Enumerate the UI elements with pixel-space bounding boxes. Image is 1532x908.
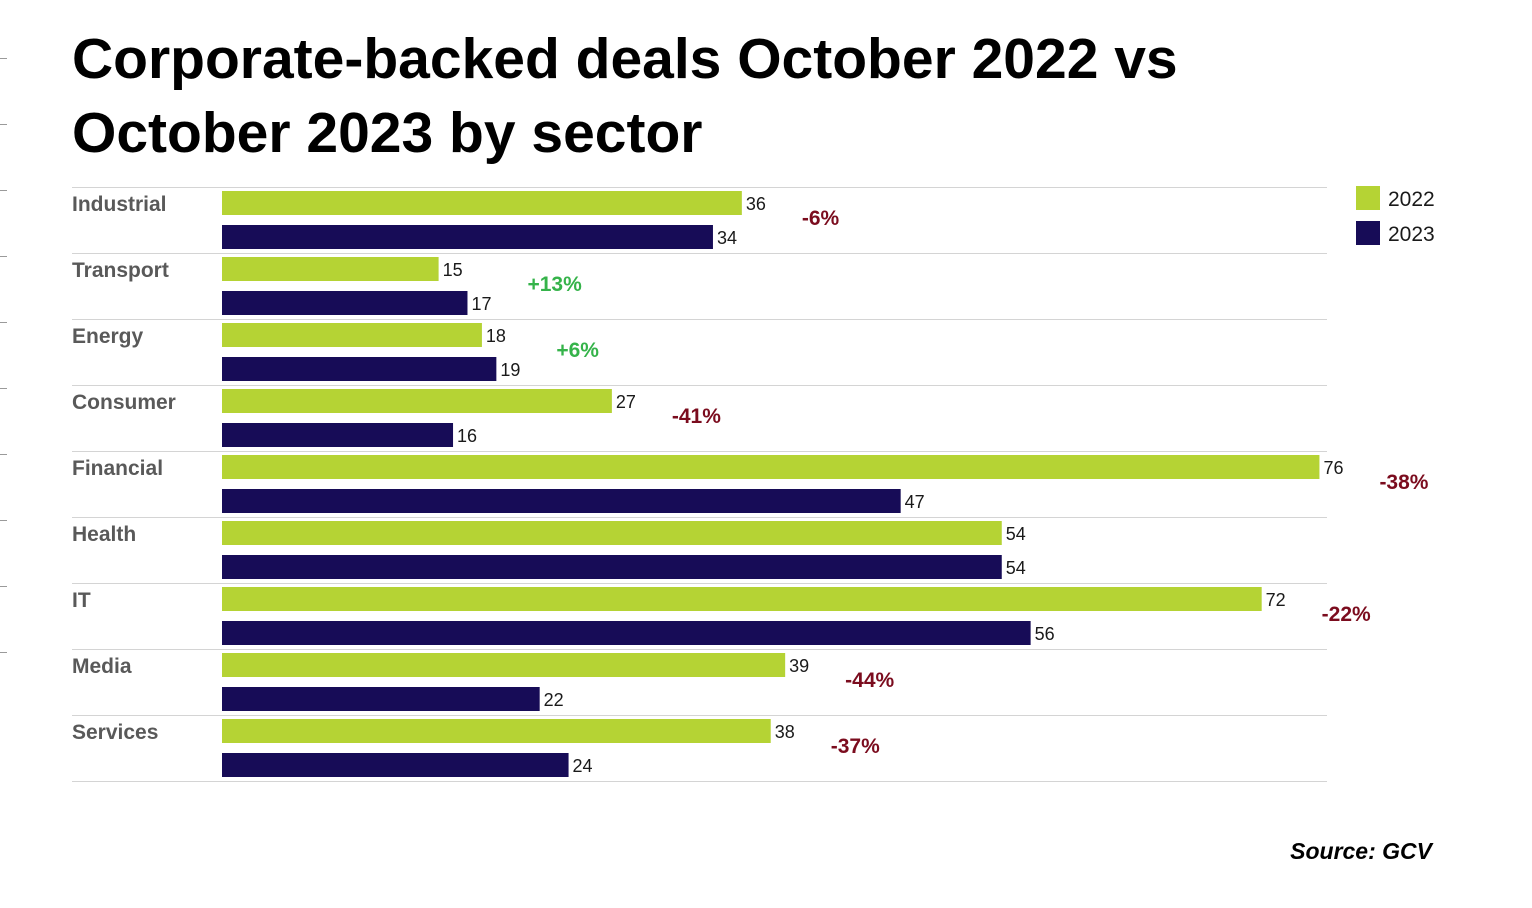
change-annotation: -41% xyxy=(672,405,721,428)
change-annotation: -44% xyxy=(845,669,894,692)
change-annotation: +6% xyxy=(556,339,599,362)
bar-2022 xyxy=(222,389,612,413)
bar-2023 xyxy=(222,225,713,249)
data-label: 39 xyxy=(789,656,809,676)
chart-title: Corporate-backed deals October 2022 vs O… xyxy=(72,27,1178,165)
change-annotation: -22% xyxy=(1322,603,1371,626)
bar-2022 xyxy=(222,323,482,347)
category-label: Health xyxy=(72,523,136,546)
data-label: 19 xyxy=(500,360,520,380)
bar-2023 xyxy=(222,753,569,777)
data-label: 76 xyxy=(1323,458,1343,478)
category-label: Financial xyxy=(72,457,163,480)
bar-2022 xyxy=(222,191,742,215)
data-label: 34 xyxy=(717,228,737,248)
data-label: 18 xyxy=(486,326,506,346)
left-edge-ticks xyxy=(0,0,8,908)
bar-2023 xyxy=(222,555,1002,579)
data-label: 38 xyxy=(775,722,795,742)
change-annotation: -38% xyxy=(1379,471,1428,494)
data-label: 72 xyxy=(1266,590,1286,610)
edge-tick xyxy=(0,58,7,59)
data-label: 47 xyxy=(905,492,925,512)
edge-tick xyxy=(0,520,7,521)
category-label: Consumer xyxy=(72,391,176,414)
legend-swatch-2023 xyxy=(1356,221,1380,245)
data-label: 17 xyxy=(471,294,491,314)
bar-2023 xyxy=(222,423,454,447)
data-label: 24 xyxy=(573,756,593,776)
edge-tick xyxy=(0,190,7,191)
data-label: 15 xyxy=(443,260,463,280)
bar-2023 xyxy=(222,291,468,315)
change-annotation: +13% xyxy=(527,273,582,296)
data-label: 22 xyxy=(544,690,564,710)
bar-2022 xyxy=(222,521,1002,545)
edge-tick xyxy=(0,454,7,455)
bar-2022 xyxy=(222,587,1262,611)
bar-2023 xyxy=(222,621,1031,645)
legend-label: 2023 xyxy=(1388,223,1435,246)
category-label: Industrial xyxy=(72,193,167,216)
data-label: 56 xyxy=(1035,624,1055,644)
bar-2023 xyxy=(222,687,540,711)
edge-tick xyxy=(0,652,7,653)
bar-2022 xyxy=(222,719,771,743)
bar-2023 xyxy=(222,357,497,381)
edge-tick xyxy=(0,388,7,389)
category-label: IT xyxy=(72,589,91,612)
legend-swatch-2022 xyxy=(1356,186,1380,210)
bar-2022 xyxy=(222,257,439,281)
change-annotation: -37% xyxy=(831,735,880,758)
bar-2023 xyxy=(222,489,901,513)
edge-tick xyxy=(0,322,7,323)
category-label: Media xyxy=(72,655,132,678)
data-label: 54 xyxy=(1006,524,1026,544)
bar-2022 xyxy=(222,653,786,677)
category-label: Services xyxy=(72,721,158,744)
edge-tick xyxy=(0,256,7,257)
data-label: 16 xyxy=(457,426,477,446)
category-label: Transport xyxy=(72,259,169,282)
category-label: Energy xyxy=(72,325,144,348)
source-note: Source: GCV xyxy=(1290,838,1432,864)
change-annotation: -6% xyxy=(802,207,840,230)
legend-label: 2022 xyxy=(1388,188,1435,211)
data-label: 36 xyxy=(746,194,766,214)
data-label: 54 xyxy=(1006,558,1026,578)
edge-tick xyxy=(0,586,7,587)
data-label: 27 xyxy=(616,392,636,412)
edge-tick xyxy=(0,124,7,125)
bar-2022 xyxy=(222,455,1320,479)
